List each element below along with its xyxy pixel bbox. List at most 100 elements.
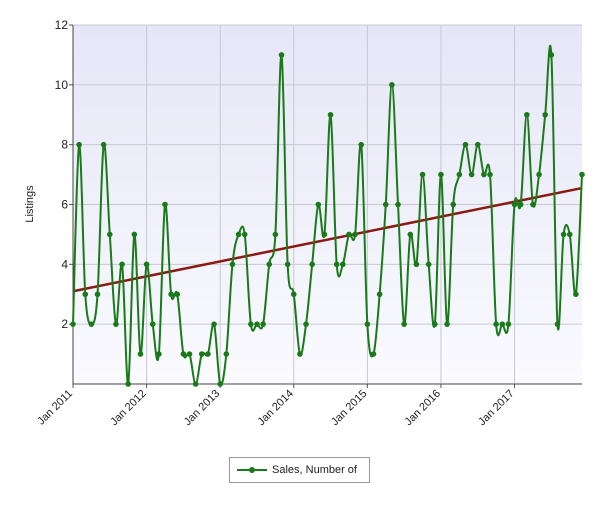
data-point <box>168 291 174 298</box>
data-point <box>413 261 420 268</box>
legend: Sales, Number of <box>229 457 370 483</box>
data-point <box>119 261 125 268</box>
x-tick-label: Jan 2017 <box>476 388 516 428</box>
data-point <box>321 231 328 238</box>
data-point <box>432 321 438 327</box>
data-point <box>481 171 487 178</box>
data-point <box>186 351 193 357</box>
y-axis-label: Listings <box>24 185 36 223</box>
data-point <box>192 381 199 387</box>
data-point <box>573 291 579 298</box>
x-tick-label: Jan 2016 <box>403 388 443 428</box>
x-tick-label: Jan 2015 <box>329 388 369 428</box>
data-point <box>548 52 555 58</box>
data-point <box>260 321 266 327</box>
data-point <box>566 231 573 238</box>
data-point <box>303 321 309 327</box>
data-point <box>205 351 211 357</box>
y-tick-label: 2 <box>61 317 68 331</box>
x-tick-label: Jan 2012 <box>108 388 148 428</box>
x-tick-labels: Jan 2011 Jan 2012 Jan 2013 Jan 2014 Jan 2015… <box>35 388 516 428</box>
x-tick-label: Jan 2014 <box>255 388 295 428</box>
data-point <box>278 52 285 58</box>
data-point <box>94 291 101 298</box>
data-point <box>364 321 371 327</box>
data-point <box>560 231 567 238</box>
data-point <box>370 351 377 357</box>
data-point <box>438 171 444 178</box>
y-tick-label: 10 <box>55 78 69 92</box>
data-point <box>346 231 352 238</box>
data-point <box>241 231 248 238</box>
data-point <box>395 201 401 208</box>
data-point <box>376 291 383 298</box>
legend-label: Sales, Number of <box>272 464 357 476</box>
data-point <box>511 201 518 208</box>
data-point <box>358 141 365 148</box>
data-point <box>88 321 95 327</box>
data-point <box>100 141 107 148</box>
legend-swatch-icon <box>237 465 267 475</box>
data-point <box>223 351 230 357</box>
data-point <box>554 321 561 327</box>
data-point <box>444 321 450 327</box>
x-tick-label: Jan 2013 <box>182 388 222 428</box>
data-point <box>107 231 113 238</box>
data-point <box>517 201 524 208</box>
data-point <box>542 111 548 118</box>
data-point <box>211 321 217 327</box>
data-point <box>217 381 223 387</box>
series-layer <box>70 44 585 387</box>
data-point <box>352 231 358 238</box>
data-point <box>297 351 303 357</box>
data-point <box>382 201 389 208</box>
data-point <box>113 321 119 327</box>
y-tick-labels: 2 4 6 8 10 12 <box>55 18 69 331</box>
data-point <box>474 141 481 148</box>
data-point <box>419 171 426 178</box>
data-point <box>235 231 242 238</box>
data-point <box>82 291 89 298</box>
data-point <box>499 321 506 327</box>
data-point <box>493 321 499 327</box>
data-point <box>530 201 536 208</box>
data-point <box>254 321 260 327</box>
data-point <box>468 171 475 178</box>
y-tick-label: 12 <box>55 18 69 32</box>
data-point <box>333 261 340 268</box>
data-point <box>248 321 254 327</box>
data-point <box>137 351 144 357</box>
data-point <box>536 171 542 178</box>
data-point <box>340 261 346 268</box>
data-point <box>266 261 273 268</box>
data-point <box>524 111 530 118</box>
trendline-layer <box>72 186 583 293</box>
data-point <box>143 261 150 268</box>
data-point <box>425 261 432 268</box>
data-point <box>389 82 395 88</box>
data-point <box>284 261 291 268</box>
data-point <box>456 171 463 178</box>
data-point <box>272 231 279 238</box>
data-point <box>505 321 512 327</box>
y-tick-label: 6 <box>61 198 68 212</box>
data-point <box>131 231 138 238</box>
data-point <box>229 261 236 268</box>
trendline <box>72 186 583 293</box>
data-point <box>156 351 162 357</box>
data-point <box>407 231 414 238</box>
data-point <box>327 111 334 118</box>
data-point <box>462 141 469 148</box>
y-tick-label: 4 <box>61 257 68 271</box>
data-point <box>162 201 168 208</box>
data-point <box>290 291 297 298</box>
y-tick-label: 8 <box>61 138 68 152</box>
data-point <box>450 201 457 208</box>
data-point <box>76 141 82 148</box>
data-point <box>125 381 131 387</box>
data-point <box>174 291 181 298</box>
data-point <box>401 321 407 327</box>
data-point <box>70 321 76 327</box>
